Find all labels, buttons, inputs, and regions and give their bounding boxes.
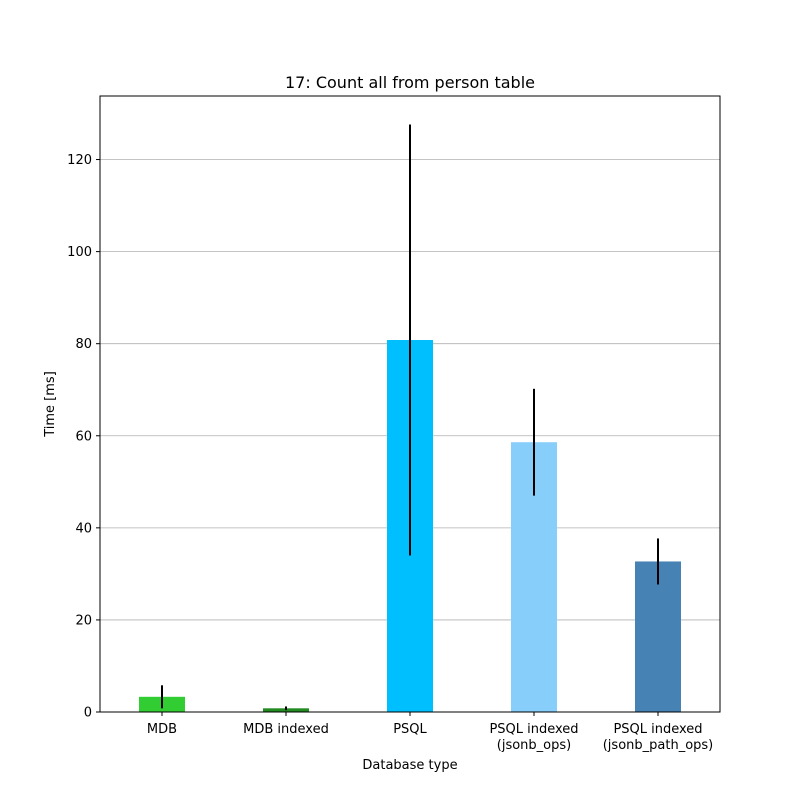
y-tick-label: 100 [67, 245, 92, 260]
y-axis-ticks: 0 20 40 60 80 100 120 [67, 153, 100, 721]
y-axis-label: Time [ms] [43, 371, 58, 438]
x-tick-label: PSQL [393, 722, 427, 737]
bar [635, 561, 681, 712]
y-tick-label: 20 [75, 613, 92, 628]
y-tick-label: 0 [84, 706, 92, 721]
chart-title: 17: Count all from person table [285, 73, 535, 92]
x-axis-ticks: MDB MDB indexed PSQL PSQL indexed (jsonb_ops… [147, 712, 713, 753]
x-tick-label: PSQL indexed (jsonb_path_ops) [603, 722, 714, 753]
y-tick-label: 80 [75, 337, 92, 352]
x-tick-label: PSQL indexed (jsonb_ops) [489, 722, 578, 753]
x-tick-label: MDB indexed [243, 722, 329, 737]
x-tick-label: MDB [147, 722, 177, 737]
y-tick-label: 40 [75, 521, 92, 536]
y-tick-label: 60 [75, 429, 92, 444]
x-axis-label: Database type [362, 758, 457, 773]
error-bars [161, 124, 659, 711]
y-tick-label: 120 [67, 153, 92, 168]
